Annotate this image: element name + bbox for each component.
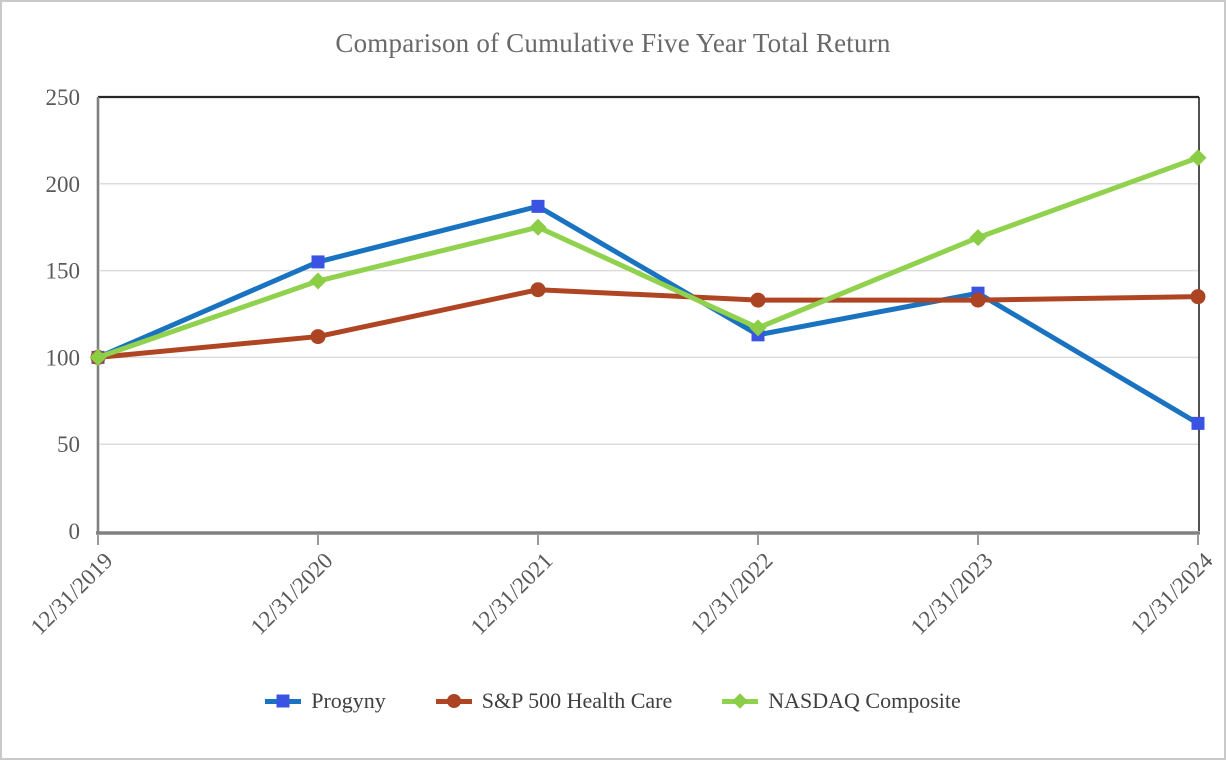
series-line-s-p-500-health-care bbox=[95, 287, 1201, 360]
data-point-nasdaq-composite-5 bbox=[1189, 149, 1207, 167]
legend-diamond-marker-icon bbox=[722, 693, 759, 709]
data-point-nasdaq-composite-1 bbox=[309, 272, 327, 290]
data-point-nasdaq-composite-3 bbox=[749, 319, 767, 337]
legend-label: Progyny bbox=[311, 688, 386, 713]
legend-item-nasdaq-composite: NASDAQ Composite bbox=[722, 688, 961, 714]
line-chart-plot-area: 0 50 100 150 200 250 12/31/2019 12/31/2020 12/31… bbox=[26, 85, 1218, 640]
x-axis-tick-label-12-31-2020: 12/31/2020 bbox=[246, 548, 338, 640]
data-point-nasdaq-composite-2 bbox=[529, 218, 547, 236]
x-axis-tick-label-12-31-2024: 12/31/2024 bbox=[1126, 548, 1218, 640]
legend-circle-marker-icon bbox=[435, 693, 472, 709]
y-axis-tick-label-150: 150 bbox=[46, 259, 81, 284]
legend-item-s-p-500-health-care: S&P 500 Health Care bbox=[435, 688, 673, 714]
data-point-nasdaq-composite-4 bbox=[969, 229, 987, 247]
series-line-progyny bbox=[95, 203, 1201, 426]
data-point-s-p-500-health-care-3 bbox=[750, 292, 766, 308]
x-axis-tick-label-12-31-2022: 12/31/2022 bbox=[686, 548, 778, 640]
data-point-progyny-1 bbox=[311, 255, 325, 269]
legend-square-marker-icon bbox=[265, 693, 302, 709]
y-axis-tick-label-0: 0 bbox=[69, 519, 81, 544]
x-axis-tick-label-12-31-2019: 12/31/2019 bbox=[26, 548, 118, 640]
data-point-progyny-2 bbox=[531, 199, 545, 213]
chart-legend: Progyny S&P 500 Health Care NASDAQ Composi… bbox=[2, 688, 1224, 714]
chart-title: Comparison of Cumulative Five Year Total… bbox=[335, 28, 891, 58]
data-point-s-p-500-health-care-4 bbox=[970, 292, 986, 308]
legend-item-progyny: Progyny bbox=[265, 688, 386, 714]
y-axis-tick-label-50: 50 bbox=[57, 432, 80, 457]
series-line-nasdaq-composite bbox=[95, 155, 1201, 360]
y-axis-tick-label-100: 100 bbox=[46, 345, 81, 370]
legend-label: NASDAQ Composite bbox=[768, 688, 961, 713]
data-point-s-p-500-health-care-1 bbox=[310, 329, 326, 345]
x-axis-tick-label-12-31-2023: 12/31/2023 bbox=[906, 548, 998, 640]
y-axis-tick-label-250: 250 bbox=[46, 85, 81, 110]
y-axis-tick-label-200: 200 bbox=[46, 172, 81, 197]
data-point-s-p-500-health-care-5 bbox=[1190, 289, 1206, 305]
legend-label: S&P 500 Health Care bbox=[481, 688, 673, 713]
data-point-nasdaq-composite-0 bbox=[89, 348, 107, 366]
x-axis-tick-label-12-31-2021: 12/31/2021 bbox=[466, 548, 558, 640]
data-point-progyny-5 bbox=[1191, 416, 1205, 430]
data-point-s-p-500-health-care-2 bbox=[530, 282, 546, 298]
